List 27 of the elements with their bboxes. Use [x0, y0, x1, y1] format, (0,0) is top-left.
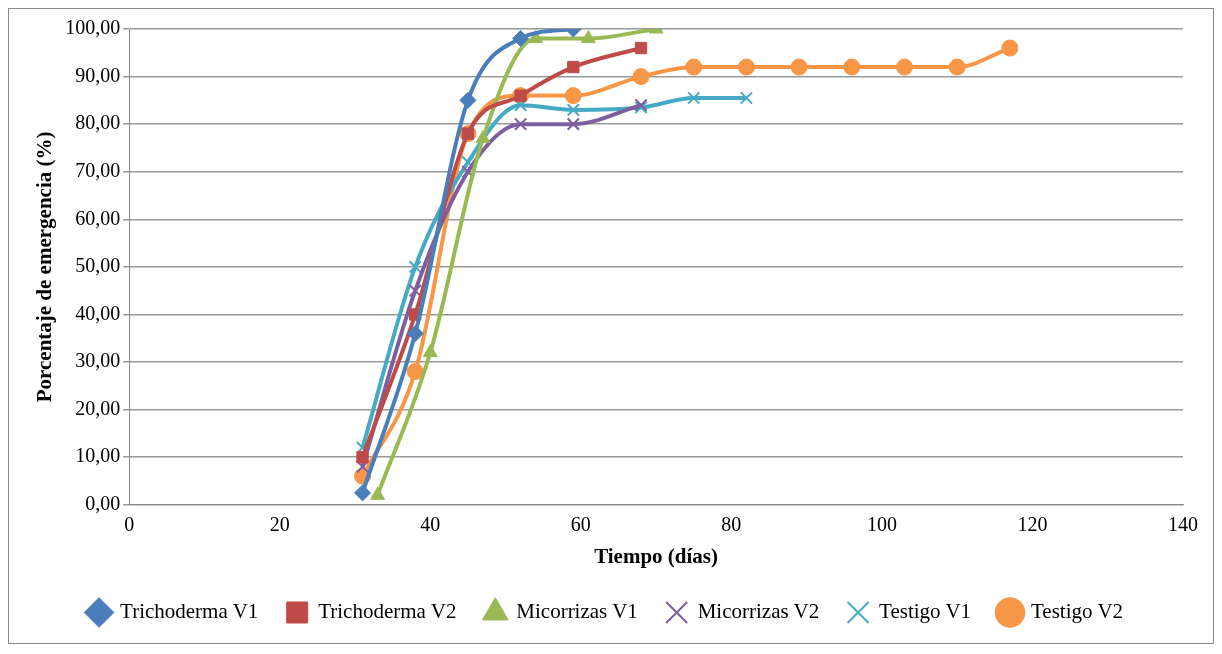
- x-tick-label: 120: [1017, 513, 1048, 536]
- y-tick-label: 20,00: [75, 396, 121, 419]
- y-tick-label: 30,00: [75, 349, 121, 372]
- legend-label: Trichoderma V2: [318, 599, 457, 624]
- legend-label: Trichoderma V1: [120, 599, 259, 624]
- legend-label: Micorrizas V1: [516, 599, 638, 624]
- x-tick-label: 40: [420, 513, 441, 536]
- y-tick-label: 40,00: [75, 301, 121, 324]
- y-axis-title: Porcentaje de emergencia (%): [32, 131, 57, 403]
- x-tick-label: 20: [269, 513, 290, 536]
- y-tick-label: 0,00: [85, 492, 121, 515]
- y-tick-label: 70,00: [75, 158, 121, 181]
- x-tick-label: 80: [721, 513, 742, 536]
- y-tick-label: 60,00: [75, 206, 121, 229]
- x-tick-label: 60: [570, 513, 591, 536]
- x-tick-label: 100: [866, 513, 897, 536]
- legend-label: Testigo V2: [1031, 599, 1124, 624]
- y-tick-label: 80,00: [75, 111, 121, 134]
- y-tick-label: 100,00: [65, 16, 121, 39]
- y-tick-label: 90,00: [75, 63, 121, 86]
- x-tick-label: 140: [1168, 513, 1198, 536]
- y-tick-label: 50,00: [75, 254, 121, 277]
- legend-label: Micorrizas V2: [697, 599, 820, 624]
- legend-label: Testigo V1: [879, 599, 972, 624]
- y-tick-label: 10,00: [75, 444, 121, 467]
- x-axis-title: Tiempo (días): [594, 543, 719, 568]
- x-tick-label: 0: [124, 513, 135, 536]
